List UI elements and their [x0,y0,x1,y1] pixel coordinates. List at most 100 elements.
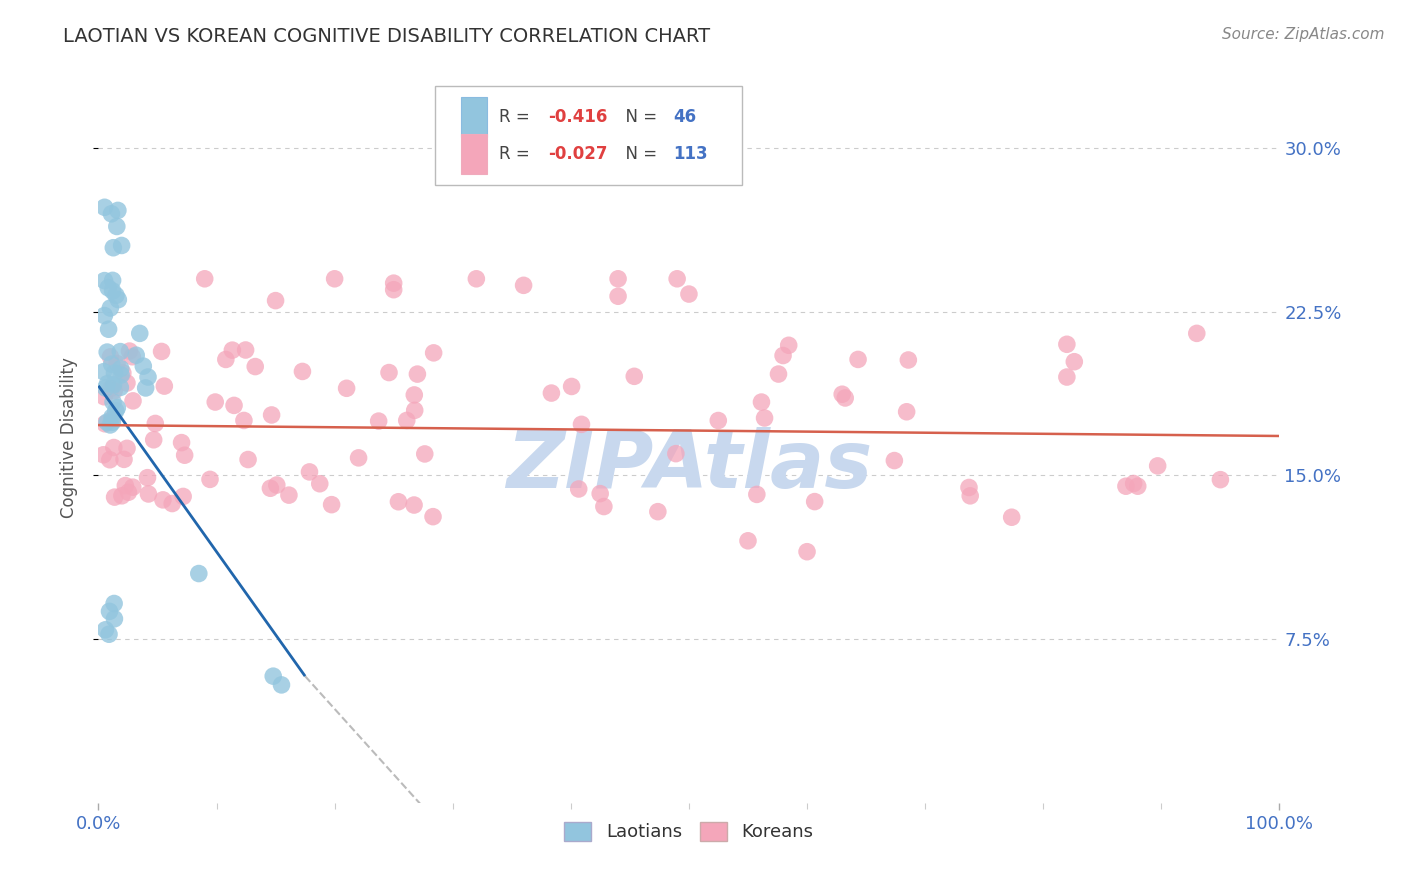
Point [111,489,134,503]
Point [298,465,321,479]
Text: -0.416: -0.416 [548,108,607,126]
Point [96,376,118,391]
Point [221,343,243,358]
Point [1146,458,1168,473]
Point [93,200,115,214]
Point [831,387,853,401]
Point [121,480,143,494]
Point [100,207,122,221]
Point [236,452,259,467]
Point [245,359,267,374]
Point [111,366,134,380]
Point [118,344,141,359]
Point [104,288,127,302]
Point [260,408,283,422]
Point [94,623,117,637]
Text: R =: R = [499,108,534,126]
Point [114,478,136,492]
Point [957,481,980,495]
Point [347,450,370,465]
Point [896,405,918,419]
Point [115,442,138,456]
Point [367,414,389,428]
Point [204,395,226,409]
Point [1063,354,1085,368]
Point [128,326,150,341]
Point [803,494,825,508]
Point [607,272,630,286]
Text: LAOTIAN VS KOREAN COGNITIVE DISABILITY CORRELATION CHART: LAOTIAN VS KOREAN COGNITIVE DISABILITY C… [63,27,710,45]
Point [93,448,115,462]
Point [404,403,426,417]
Point [232,413,254,427]
Text: N =: N = [614,108,662,126]
Text: R =: R = [499,145,534,163]
Point [194,272,217,286]
Point [215,352,238,367]
Point [173,448,195,462]
Point [103,241,125,255]
Point [105,401,128,415]
Point [540,386,562,401]
Point [883,453,905,467]
Point [103,612,125,626]
Point [264,293,287,308]
Point [101,410,124,425]
Point [959,489,981,503]
Point [107,293,129,307]
Point [101,412,124,426]
Point [136,471,159,485]
Legend: Laotians, Koreans: Laotians, Koreans [557,814,821,848]
Point [571,417,593,432]
Point [778,338,800,352]
Point [132,359,155,373]
Point [1209,473,1232,487]
FancyBboxPatch shape [461,134,486,174]
Point [277,488,299,502]
Point [172,490,194,504]
Point [187,566,209,581]
Point [103,366,125,380]
Point [93,274,115,288]
Point [378,366,401,380]
Point [96,345,118,359]
Point [262,669,284,683]
Point [1185,326,1208,341]
Point [104,490,127,504]
Point [846,352,869,367]
Point [115,376,138,390]
Text: ZIPAtlas: ZIPAtlas [506,427,872,506]
Point [1122,476,1144,491]
Point [413,447,436,461]
Point [103,597,125,611]
Point [834,391,856,405]
Point [222,398,245,412]
Point [160,497,183,511]
Point [101,395,124,409]
Point [101,284,124,298]
Point [143,417,166,431]
Point [117,485,139,500]
Point [100,381,122,395]
Point [404,388,426,402]
Point [512,278,534,293]
Point [1126,479,1149,493]
Point [768,367,790,381]
Point [96,415,118,429]
Point [98,452,121,467]
Point [142,433,165,447]
Point [745,487,768,501]
Text: Source: ZipAtlas.com: Source: ZipAtlas.com [1222,27,1385,42]
Point [150,344,173,359]
Point [321,498,343,512]
Point [122,393,145,408]
Point [100,350,122,364]
Point [291,364,314,378]
FancyBboxPatch shape [461,96,486,137]
Point [104,404,127,418]
Point [110,361,132,376]
Point [395,413,418,427]
Point [772,349,794,363]
Point [796,545,818,559]
Point [153,379,176,393]
